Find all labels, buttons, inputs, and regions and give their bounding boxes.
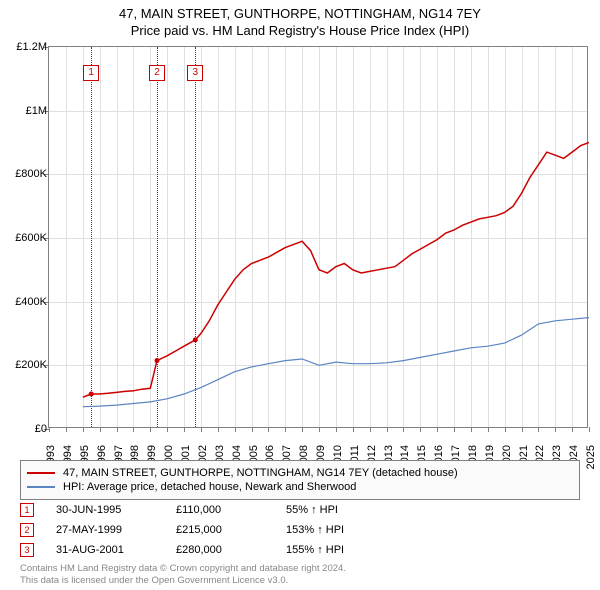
sales-row-marker: 3: [20, 543, 34, 557]
sales-row-pct: 155% ↑ HPI: [286, 544, 386, 556]
legend-item: 47, MAIN STREET, GUNTHORPE, NOTTINGHAM, …: [27, 467, 573, 479]
sales-table: 1 30-JUN-1995£110,00055% ↑ HPI 2 27-MAY-199…: [20, 500, 386, 560]
y-axis-label: £600K: [1, 232, 47, 244]
sales-row-date: 31-AUG-2001: [56, 544, 176, 556]
legend-label: 47, MAIN STREET, GUNTHORPE, NOTTINGHAM, …: [63, 467, 458, 479]
sales-row-marker: 1: [20, 503, 34, 517]
sales-row-price: £280,000: [176, 544, 286, 556]
sales-row-price: £110,000: [176, 504, 286, 516]
legend-label: HPI: Average price, detached house, Newa…: [63, 481, 356, 493]
chart-subtitle: Price paid vs. HM Land Registry's House …: [0, 23, 600, 38]
sales-row-marker: 2: [20, 523, 34, 537]
sale-dot: [193, 337, 198, 342]
sales-row-pct: 153% ↑ HPI: [286, 524, 386, 536]
sales-table-row: 3 31-AUG-2001£280,000155% ↑ HPI: [20, 540, 386, 560]
footer-attribution: Contains HM Land Registry data © Crown c…: [20, 563, 346, 587]
sales-table-row: 2 27-MAY-1999£215,000153% ↑ HPI: [20, 520, 386, 540]
chart-title: 47, MAIN STREET, GUNTHORPE, NOTTINGHAM, …: [0, 6, 600, 21]
footer-line-1: Contains HM Land Registry data © Crown c…: [20, 563, 346, 575]
chart-lines: [49, 47, 589, 429]
y-axis-label: £1M: [1, 105, 47, 117]
footer-line-2: This data is licensed under the Open Gov…: [20, 575, 346, 587]
legend-item: HPI: Average price, detached house, Newa…: [27, 481, 573, 493]
sale-dot: [89, 391, 94, 396]
x-axis-label: 2025: [585, 445, 597, 469]
legend: 47, MAIN STREET, GUNTHORPE, NOTTINGHAM, …: [20, 460, 580, 500]
y-axis-label: £400K: [1, 296, 47, 308]
y-axis-label: £200K: [1, 359, 47, 371]
y-axis-label: £0: [1, 423, 47, 435]
legend-swatch: [27, 486, 55, 488]
sales-table-row: 1 30-JUN-1995£110,00055% ↑ HPI: [20, 500, 386, 520]
y-axis-label: £800K: [1, 168, 47, 180]
sales-row-pct: 55% ↑ HPI: [286, 504, 386, 516]
sales-row-date: 30-JUN-1995: [56, 504, 176, 516]
sales-row-price: £215,000: [176, 524, 286, 536]
sales-row-date: 27-MAY-1999: [56, 524, 176, 536]
legend-swatch: [27, 472, 55, 474]
y-axis-label: £1.2M: [1, 41, 47, 53]
sale-dot: [155, 358, 160, 363]
chart-plot-area: £0£200K£400K£600K£800K£1M£1.2M1993199419…: [48, 46, 588, 428]
